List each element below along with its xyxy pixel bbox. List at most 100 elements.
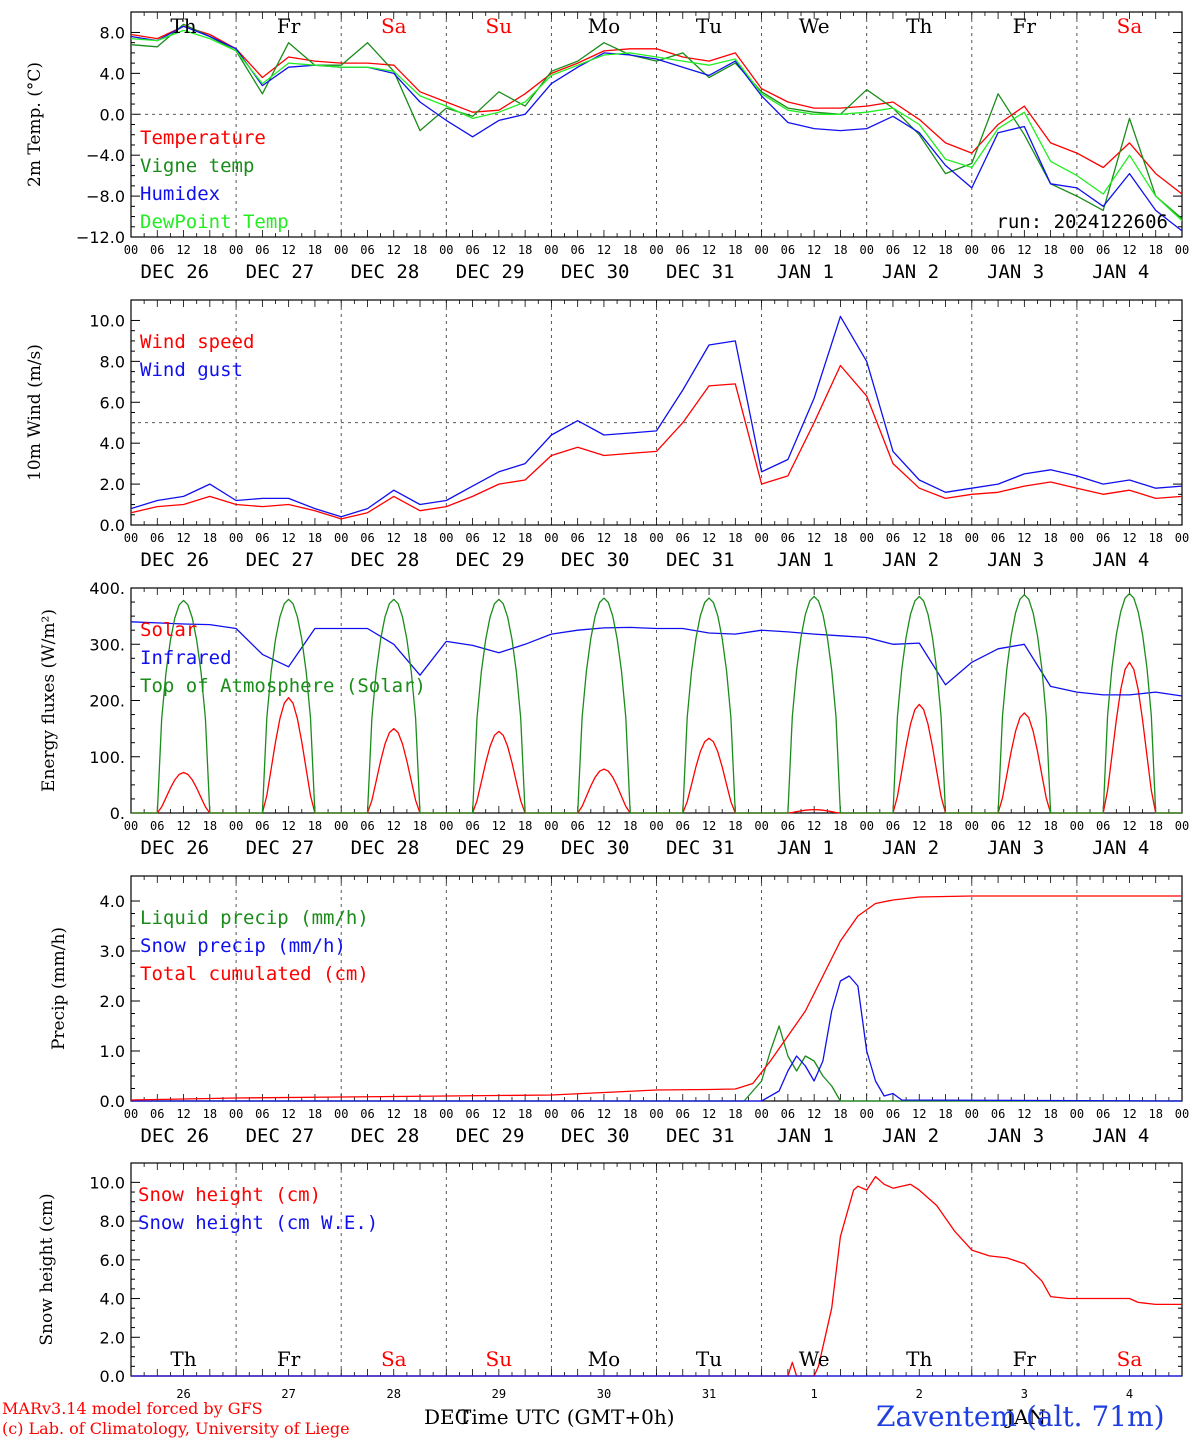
hour-tick-label: 00 — [649, 531, 663, 545]
hour-tick-label: 06 — [255, 243, 269, 257]
date-label: DEC 28 — [351, 1125, 420, 1147]
day-of-week-label: Fr — [277, 1347, 301, 1371]
hour-tick-label: 06 — [255, 531, 269, 545]
y-tick-label: 1.0 — [100, 1042, 125, 1061]
day-of-week-label: Sa — [1117, 14, 1143, 38]
hour-tick-label: 00 — [544, 531, 558, 545]
hour-tick-label: 18 — [413, 243, 427, 257]
hour-tick-label: 00 — [965, 1107, 979, 1121]
hour-tick-label: 06 — [1096, 819, 1110, 833]
date-label: DEC 28 — [351, 261, 420, 283]
hour-tick-label: 12 — [1122, 531, 1136, 545]
hour-tick-label: 00 — [1175, 819, 1189, 833]
hour-tick-label: 00 — [544, 243, 558, 257]
hour-tick-label: 00 — [334, 1107, 348, 1121]
hour-tick-label: 18 — [1148, 819, 1162, 833]
hour-tick-label: 12 — [912, 819, 926, 833]
hour-tick-label: 00 — [1175, 1107, 1189, 1121]
month-dec-label: DEC — [424, 1405, 470, 1429]
date-label: DEC 30 — [561, 549, 630, 571]
hour-tick-label: 12 — [807, 819, 821, 833]
legend-entry: Wind speed — [140, 331, 254, 353]
hour-tick-label: 18 — [938, 243, 952, 257]
day-of-week-label: Su — [486, 14, 513, 38]
hour-tick-label: 06 — [886, 243, 900, 257]
hour-tick-label: 12 — [492, 1107, 506, 1121]
day-number-label: 3 — [1021, 1387, 1028, 1401]
hour-tick-label: 12 — [912, 243, 926, 257]
day-of-week-label: Fr — [277, 14, 301, 38]
y-tick-label: 300. — [89, 635, 125, 654]
hour-tick-label: 00 — [649, 819, 663, 833]
hour-tick-label: 06 — [465, 243, 479, 257]
y-tick-label: 400. — [89, 579, 125, 598]
hour-tick-label: 00 — [229, 531, 243, 545]
legend-entry: Humidex — [140, 183, 220, 205]
date-label: DEC 30 — [561, 261, 630, 283]
legend-entry: Liquid precip (mm/h) — [140, 907, 369, 929]
y-tick-label: 4.0 — [100, 1290, 125, 1309]
hour-tick-label: 18 — [938, 819, 952, 833]
date-label: DEC 27 — [246, 261, 315, 283]
day-of-week-label: Sa — [381, 14, 407, 38]
hour-tick-label: 00 — [124, 1107, 138, 1121]
hour-tick-label: 06 — [676, 531, 690, 545]
date-label: DEC 29 — [456, 261, 525, 283]
hour-tick-label: 00 — [754, 1107, 768, 1121]
y-tick-label: 100. — [89, 748, 125, 767]
date-label: DEC 26 — [140, 1125, 209, 1147]
hour-tick-label: 06 — [465, 819, 479, 833]
date-label: JAN 1 — [777, 261, 834, 283]
y-axis-label: Energy fluxes (W/m²) — [39, 609, 59, 792]
hour-tick-label: 06 — [991, 531, 1005, 545]
hour-tick-label: 12 — [1122, 1107, 1136, 1121]
hour-tick-label: 00 — [754, 819, 768, 833]
hour-tick-label: 06 — [360, 1107, 374, 1121]
date-label: JAN 1 — [777, 1125, 834, 1147]
legend-entry: Total cumulated (cm) — [140, 963, 369, 985]
legend-entry: Wind gust — [140, 359, 243, 381]
series-line-infrared — [130, 621, 1183, 697]
date-label: DEC 30 — [561, 837, 630, 859]
hour-tick-label: 12 — [492, 531, 506, 545]
y-tick-label: 6.0 — [100, 393, 125, 412]
date-label: JAN 2 — [882, 837, 939, 859]
hour-tick-label: 18 — [938, 1107, 952, 1121]
hour-tick-label: 12 — [176, 243, 190, 257]
date-label: DEC 28 — [351, 837, 420, 859]
hour-tick-label: 18 — [1043, 243, 1057, 257]
panel-1 — [130, 11, 1183, 238]
hour-tick-label: 00 — [1070, 531, 1084, 545]
hour-tick-label: 00 — [229, 819, 243, 833]
hour-tick-label: 12 — [176, 819, 190, 833]
hour-tick-label: 18 — [413, 531, 427, 545]
day-of-week-label: Th — [170, 1347, 196, 1371]
hour-tick-label: 12 — [1017, 243, 1031, 257]
hour-tick-label: 12 — [281, 819, 295, 833]
hour-tick-label: 00 — [544, 1107, 558, 1121]
hour-tick-label: 06 — [150, 243, 164, 257]
date-label: JAN 4 — [1092, 549, 1149, 571]
hour-tick-label: 00 — [754, 243, 768, 257]
hour-tick-label: 06 — [991, 1107, 1005, 1121]
legend-entry: Temperature — [140, 127, 266, 149]
date-label: DEC 29 — [456, 837, 525, 859]
hour-tick-label: 12 — [492, 243, 506, 257]
date-label: DEC 30 — [561, 1125, 630, 1147]
date-label: JAN 1 — [777, 549, 834, 571]
hour-tick-label: 00 — [229, 1107, 243, 1121]
y-tick-label: 10.0 — [89, 1173, 125, 1192]
day-of-week-label: Tu — [696, 1347, 722, 1371]
hour-tick-label: 06 — [570, 243, 584, 257]
y-tick-label: 8.0 — [100, 352, 125, 371]
y-tick-label: 4.0 — [100, 434, 125, 453]
series-line-wind-gust — [130, 315, 1183, 518]
legend-entry: Vigne temp — [140, 155, 254, 177]
hour-tick-label: 12 — [387, 819, 401, 833]
legend-entry: Snow precip (mm/h) — [140, 935, 346, 957]
hour-tick-label: 18 — [308, 1107, 322, 1121]
date-label: DEC 26 — [140, 837, 209, 859]
date-label: DEC 31 — [666, 1125, 735, 1147]
y-axis-label: 2m Temp. (°C) — [25, 62, 45, 187]
hour-tick-label: 00 — [1070, 1107, 1084, 1121]
